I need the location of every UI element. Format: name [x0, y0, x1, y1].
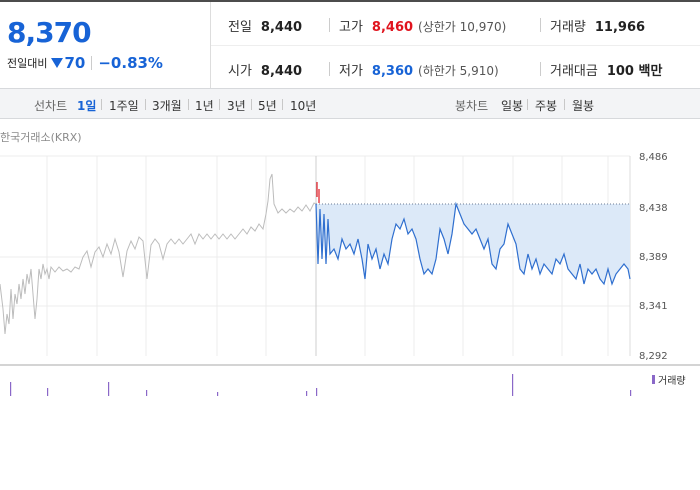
y-tick-label: 8,486	[639, 152, 668, 163]
change-amount: 70	[64, 54, 86, 72]
volume-bars	[10, 374, 632, 396]
stat-high: 고가 8,460 (상한가 10,970)	[339, 16, 506, 35]
line-chart-label: 선차트	[34, 99, 68, 113]
y-tick-label: 8,438	[639, 203, 668, 214]
down-arrow-icon	[51, 58, 64, 68]
change-row: 전일대비 70 −0.83%	[7, 54, 163, 72]
divider	[282, 99, 283, 110]
tab-5years[interactable]: 5년	[258, 99, 277, 113]
volume-bar	[108, 382, 110, 396]
volume-legend: 거래량	[652, 372, 686, 387]
change-label: 전일대비	[7, 57, 48, 70]
tab-monthly-candle[interactable]: 월봉	[572, 99, 595, 113]
divider	[101, 99, 102, 110]
stat-label: 거래대금	[550, 64, 598, 79]
stat-value: 8,440	[260, 64, 303, 79]
stat-value: 100 백만	[606, 64, 663, 79]
divider	[251, 99, 252, 110]
stat-label: 전일	[228, 20, 252, 35]
upper-limit-text: (상한가 10,970)	[418, 20, 507, 34]
volume-bar	[10, 382, 12, 396]
y-tick-label: 8,341	[639, 301, 668, 312]
stat-label: 시가	[228, 64, 252, 79]
quote-header: 8,370 전일대비 70 −0.83% 전일 8,440 시가 8,440 고…	[0, 0, 700, 88]
stat-value: 8,460	[371, 20, 414, 35]
divider	[91, 56, 93, 70]
price-area-fill	[316, 204, 630, 284]
stat-value: 11,966	[594, 20, 646, 35]
stat-prev-close: 전일 8,440	[228, 16, 302, 35]
stat-label: 저가	[339, 64, 363, 79]
tab-weekly-candle[interactable]: 주봉	[535, 99, 558, 113]
stat-volume: 거래량 11,966	[550, 16, 645, 35]
tab-1day[interactable]: 1일	[77, 99, 97, 113]
tab-1year[interactable]: 1년	[195, 99, 214, 113]
stat-open: 시가 8,440	[228, 60, 302, 79]
stat-label: 거래량	[550, 20, 586, 35]
tab-3years[interactable]: 3년	[227, 99, 246, 113]
tab-1week[interactable]: 1주일	[109, 99, 139, 113]
divider	[329, 62, 330, 76]
stat-low: 저가 8,360 (하한가 5,910)	[339, 60, 499, 79]
volume-bar	[316, 388, 318, 396]
divider	[540, 18, 541, 32]
data-source-label: 한국거래소(KRX)	[0, 131, 82, 144]
volume-bar	[146, 390, 148, 396]
divider	[540, 62, 541, 76]
y-tick-label: 8,292	[639, 351, 668, 362]
stat-value: 8,440	[260, 20, 303, 35]
divider	[527, 99, 528, 110]
tab-3months[interactable]: 3개월	[152, 99, 182, 113]
divider	[145, 99, 146, 110]
current-price: 8,370	[7, 16, 92, 49]
today-price-line	[315, 201, 631, 286]
volume-legend-label: 거래량	[658, 376, 686, 387]
volume-bar	[217, 392, 219, 396]
change-percent: −0.83%	[98, 54, 163, 72]
tab-daily-candle[interactable]: 일봉	[501, 99, 524, 113]
intraday-price-chart: 8,486 8,438 8,389 8,341 8,292	[0, 152, 700, 396]
tab-10years[interactable]: 10년	[290, 99, 317, 113]
stat-trade-value: 거래대금 100 백만	[550, 60, 662, 79]
row-divider	[211, 45, 700, 46]
stat-value: 8,360	[371, 64, 414, 79]
volume-bar	[306, 391, 308, 396]
y-tick-label: 8,389	[639, 252, 668, 263]
divider	[564, 99, 565, 110]
candle-chart-label: 봉차트	[455, 99, 489, 113]
stat-label: 고가	[339, 20, 363, 35]
volume-swatch	[652, 375, 655, 384]
volume-bar	[630, 390, 632, 396]
divider	[188, 99, 189, 110]
price-summary: 8,370 전일대비 70 −0.83%	[0, 2, 211, 88]
volume-bar	[512, 374, 514, 396]
volume-bar	[47, 388, 49, 396]
chart-period-tabs: 선차트 1일 1주일 3개월 1년 3년 5년 10년 봉차트 일봉 주봉 월봉	[0, 88, 700, 119]
divider	[219, 99, 220, 110]
previous-day-price-line	[0, 173, 317, 335]
price-stats: 전일 8,440 시가 8,440 고가 8,460 (상한가 10,970) …	[211, 2, 700, 88]
lower-limit-text: (하한가 5,910)	[418, 64, 499, 78]
divider	[329, 18, 330, 32]
